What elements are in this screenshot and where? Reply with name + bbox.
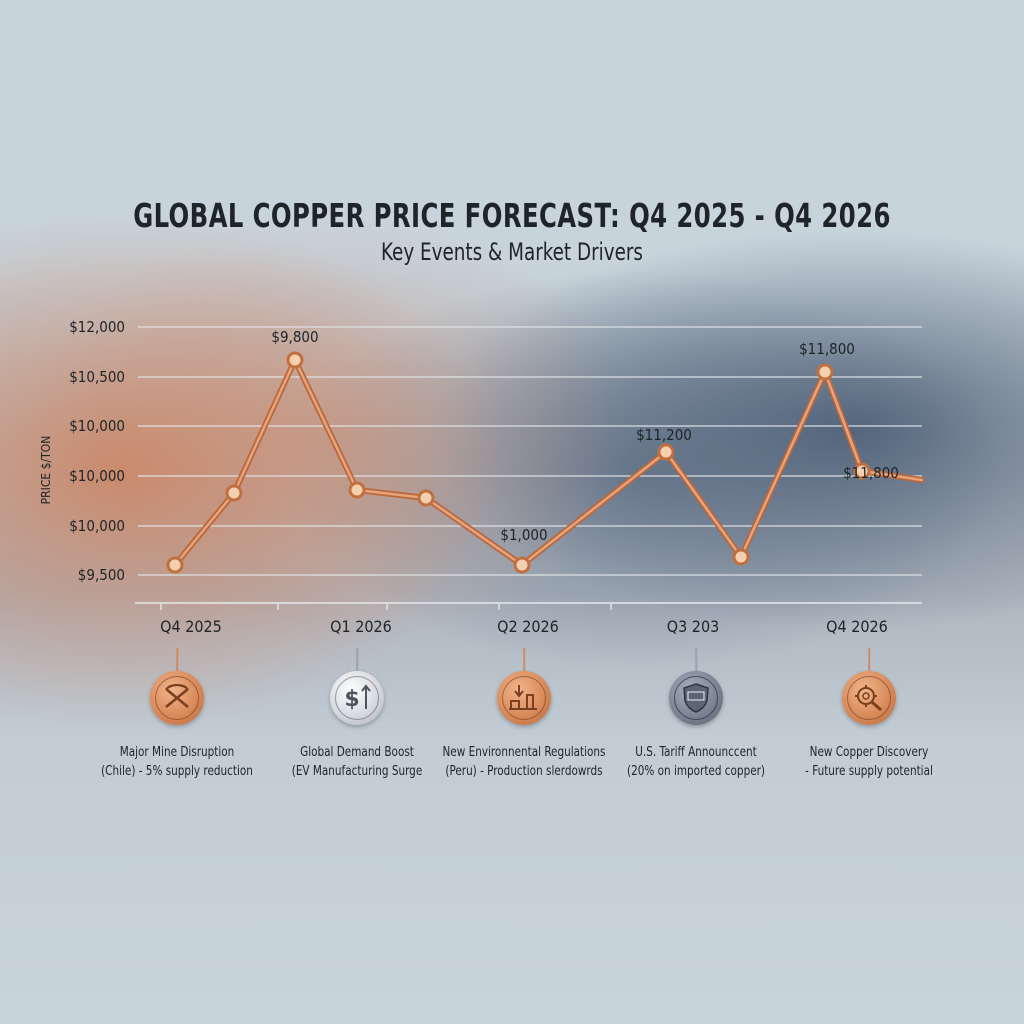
medal-ring [502, 676, 546, 720]
event-connector-line [523, 648, 525, 672]
event-medal[interactable] [497, 671, 551, 725]
data-point-marker[interactable] [417, 489, 435, 507]
shield-tariff-icon [683, 683, 709, 713]
y-axis-ticks: $12,000 $10,500 $10,000 $10,000 $10,000 $9,50… [69, 318, 125, 584]
medal-ring [335, 676, 379, 720]
event-label: Major Mine Disruption (Chile) - 5% supply… [101, 743, 253, 781]
y-axis-title: PRICE $/TON [39, 436, 53, 505]
x-tick-label: Q2 2026 [497, 617, 559, 636]
y-tick-label: $10,000 [69, 517, 125, 535]
data-point-marker[interactable] [816, 363, 834, 381]
data-point-marker[interactable] [513, 556, 531, 574]
medal-ring [155, 676, 199, 720]
event-description: - Future supply potential [805, 763, 933, 779]
factory-regulation-icon [509, 685, 537, 710]
event-description: (EV Manufacturing Surge [291, 763, 423, 779]
event-title: Global Demand Boost [300, 744, 414, 760]
data-label: $9,800 [271, 328, 318, 346]
y-tick-label: $12,000 [69, 318, 125, 336]
y-tick-label: $10,500 [69, 368, 125, 386]
y-tick-label: $9,500 [78, 566, 125, 584]
medal-ring [674, 676, 718, 720]
crossed-pickaxes-icon [165, 684, 189, 708]
x-tick-label: Q3 203 [667, 617, 720, 636]
event-title: New Copper Discovery [809, 744, 929, 760]
event-label: New Copper Discovery - Future supply pote… [805, 743, 933, 781]
event-description: (Peru) - Production slerdowrds [445, 763, 603, 779]
event-connector-line [695, 648, 697, 672]
event-medal[interactable]: $ [330, 671, 384, 725]
x-tick-label: Q1 2026 [330, 617, 392, 636]
svg-text:$: $ [344, 687, 359, 712]
event-title: New Environnental Regulations [442, 744, 606, 760]
data-point-marker[interactable] [166, 556, 184, 574]
gridlines [138, 326, 922, 576]
event-connector-line [356, 648, 358, 672]
event-label: U.S. Tariff Announccent (20% on imported … [627, 743, 765, 781]
data-point-marker[interactable] [732, 548, 750, 566]
price-line-series [166, 351, 925, 574]
event-connector-line [868, 648, 870, 672]
event-medal[interactable] [150, 671, 204, 725]
y-tick-label: $10,000 [69, 467, 125, 485]
event-label: Global Demand Boost (EV Manufacturing Sur… [292, 743, 422, 781]
event-description: (Chile) - 5% supply reduction [101, 763, 253, 779]
event-medal[interactable] [669, 671, 723, 725]
event-label: New Environnental Regulations (Peru) - Pr… [442, 743, 605, 781]
data-label: $1,000 [500, 526, 547, 544]
data-point-marker[interactable] [657, 443, 675, 461]
data-label: $11,800 [843, 464, 899, 482]
x-tick-label: Q4 2026 [826, 617, 888, 636]
event-title: U.S. Tariff Announccent [635, 744, 757, 760]
y-tick-label: $10,000 [69, 417, 125, 435]
x-tick-label: Q4 2025 [160, 617, 222, 636]
event-description: (20% on imported copper) [627, 763, 765, 779]
chart-subtitle: Key Events & Market Drivers [381, 238, 643, 266]
chart-title: GLOBAL COPPER PRICE FORECAST: Q4 2025 - … [133, 196, 891, 235]
data-point-marker[interactable] [348, 481, 366, 499]
gear-magnifier-icon [855, 685, 882, 712]
data-point-marker[interactable] [225, 484, 243, 502]
data-label: $11,200 [636, 426, 692, 444]
event-title: Major Mine Disruption [119, 744, 235, 760]
price-line [173, 358, 924, 567]
data-point-marker[interactable] [286, 351, 304, 369]
x-axis-ticks: Q4 2025 Q1 2026 Q2 2026 Q3 203 Q4 2026 [160, 603, 888, 636]
medal-ring [847, 676, 891, 720]
price-line-outline [172, 357, 925, 568]
data-labels: $9,800 $1,000 $11,200 $11,800 $11,800 [271, 328, 899, 544]
data-point-marker[interactable] [853, 462, 871, 480]
event-medal[interactable] [842, 671, 896, 725]
event-connector-line [176, 648, 178, 672]
dollar-up-arrow-icon: $ [344, 684, 371, 712]
data-label: $11,800 [799, 340, 855, 358]
